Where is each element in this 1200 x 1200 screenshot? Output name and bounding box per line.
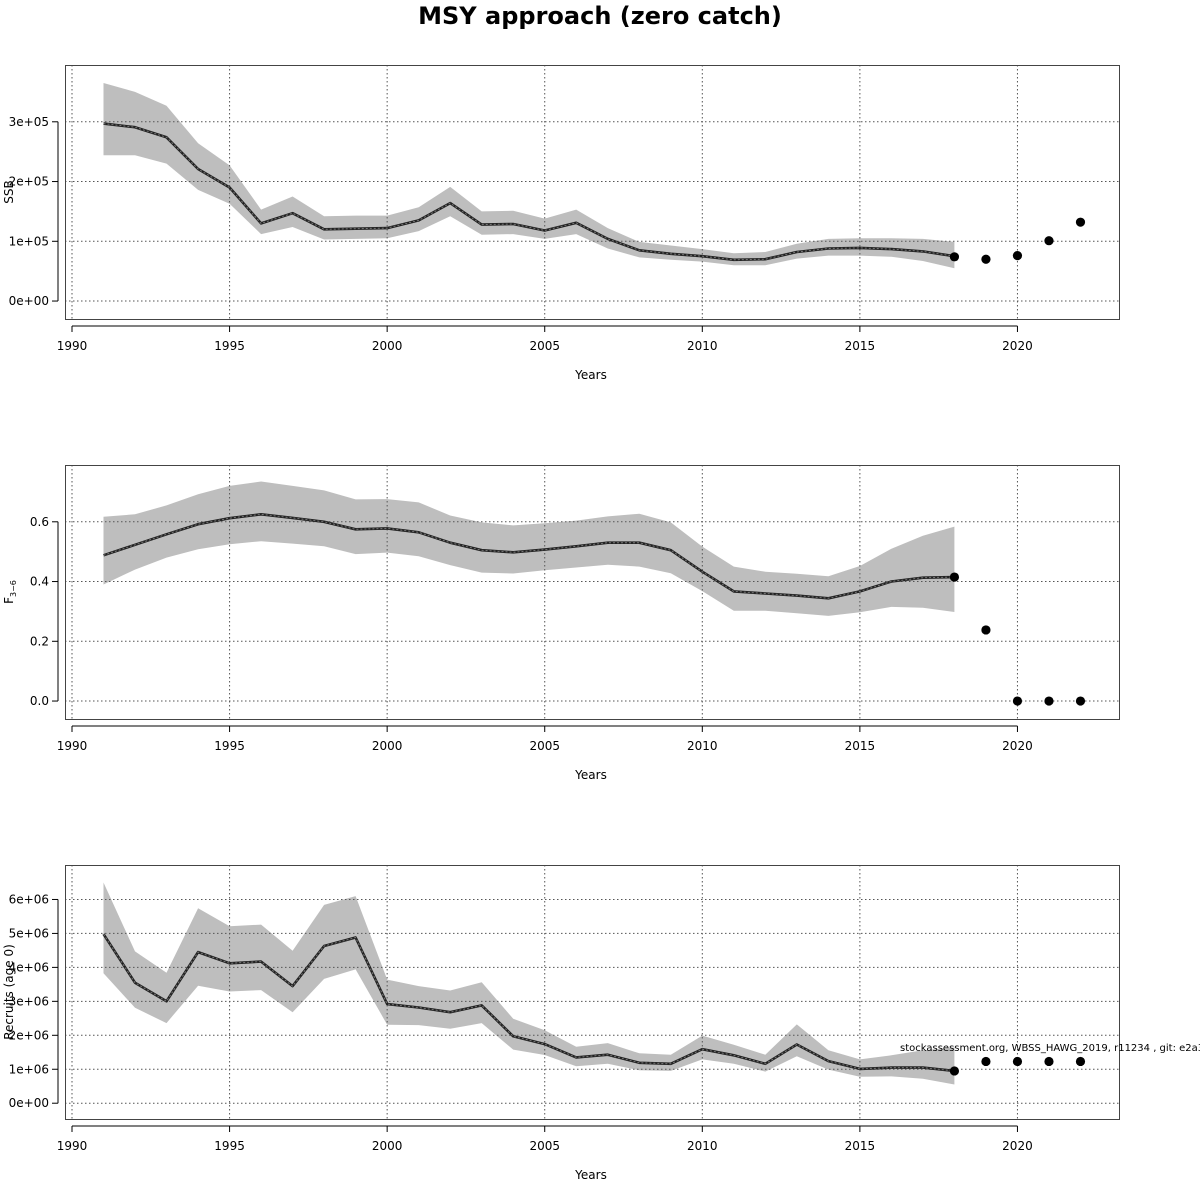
footnote-text: stockassessment.org, WBSS_HAWG_2019, r11… [900, 1043, 1200, 1054]
ssb-y-axis-title: SSB [2, 180, 16, 203]
recruits-x-tick-label: 2020 [1002, 1139, 1033, 1153]
recruits-x-axis-title: Years [574, 1168, 607, 1182]
ssb-x-tick-label: 2020 [1002, 339, 1033, 353]
ssb-x-tick-label: 2000 [372, 339, 403, 353]
fbar-y-axis-title: F3−6 [2, 580, 18, 604]
recruits-y-tick-label: 0e+00 [9, 1096, 49, 1110]
fbar-y-tick-label: 0.2 [30, 634, 49, 648]
fbar-y-tick-label: 0.4 [30, 575, 49, 589]
fbar-x-tick-label: 1990 [57, 739, 88, 753]
fbar-y-axis-title-subscript: 3−6 [9, 580, 18, 597]
recruits-y-tick-label: 2e+06 [9, 1028, 49, 1042]
ssb-forecast-point [1012, 251, 1023, 261]
ssb-x-tick-label: 2010 [687, 339, 718, 353]
recruits-y-tick-label: 6e+06 [9, 892, 49, 906]
ssb-y-tick-label: 2e+05 [9, 175, 49, 189]
fbar-x-tick-label: 2000 [372, 739, 403, 753]
ssb-y-tick-label: 0e+00 [9, 294, 49, 308]
ssb-confidence-band [103, 83, 955, 269]
fbar-x-tick-label: 1995 [214, 739, 245, 753]
recruits-y-tick-label: 4e+06 [9, 960, 49, 974]
ssb-estimate-line-dotted [103, 123, 955, 261]
recruits-x-tick-label: 1995 [214, 1139, 245, 1153]
ssb-x-tick-label: 2015 [845, 339, 876, 353]
recruits-x-tick-label: 2005 [529, 1139, 560, 1153]
recruits-plot-frame [65, 865, 1120, 1120]
chart-title: MSY approach (zero catch) [418, 2, 782, 30]
fbar-x-tick-label: 2010 [687, 739, 718, 753]
fbar-y-tick-label: 0.6 [30, 515, 49, 529]
fbar-x-axis-title: Years [574, 768, 607, 782]
recruits-confidence-band [103, 882, 955, 1085]
ssb-forecast-point [949, 252, 960, 262]
ssb-forecast-point [1044, 236, 1054, 246]
fbar-y-tick-label: 0.0 [30, 694, 49, 708]
fbar-x-tick-label: 2015 [845, 739, 876, 753]
recruits-y-axis-title: Recruits (age 0) [2, 944, 16, 1040]
fbar-confidence-band [103, 481, 955, 616]
recruits-panel: 1990 1995 2000 2005 2010 2015 2020 Years 0e+00 1e… [2, 865, 1120, 1182]
recruits-y-tick-label: 5e+06 [9, 926, 49, 940]
ssb-x-tick-label: 2005 [529, 339, 560, 353]
fbar-plot-frame [65, 465, 1120, 720]
recruits-x-tick-label: 1990 [57, 1139, 88, 1153]
ssb-panel: 1990 1995 2000 2005 2010 2015 2020 Years 0e+00 1e… [2, 65, 1120, 382]
ssb-x-axis-title: Years [574, 368, 607, 382]
ssb-forecast-point [981, 254, 991, 264]
recruits-y-tick-label: 3e+06 [9, 994, 49, 1008]
fbar-forecast-point [1044, 696, 1054, 706]
ssb-x-tick-label: 1990 [57, 339, 88, 353]
recruits-forecast-point [981, 1056, 991, 1067]
recruits-forecast-point [1075, 1056, 1086, 1067]
recruits-x-tick-label: 2015 [845, 1139, 876, 1153]
recruits-forecast-point [1012, 1056, 1023, 1067]
recruits-x-tick-label: 2010 [687, 1139, 718, 1153]
fbar-forecast-point [1075, 696, 1086, 706]
ssb-forecast-point [1075, 217, 1086, 227]
recruits-forecast-point [949, 1066, 960, 1076]
ssb-plot-frame [65, 65, 1120, 320]
recruits-y-tick-label: 1e+06 [9, 1062, 49, 1076]
fbar-forecast-point [949, 572, 960, 582]
recruits-estimate-line [102, 933, 955, 1073]
ssb-y-tick-label: 3e+05 [9, 115, 49, 129]
ssb-x-tick-label: 1995 [214, 339, 245, 353]
fbar-x-tick-label: 2005 [529, 739, 560, 753]
fbar-estimate-line-dotted [103, 513, 955, 599]
recruits-forecast-point [1044, 1056, 1054, 1067]
recruits-x-tick-label: 2000 [372, 1139, 403, 1153]
fbar-panel: 1990 1995 2000 2005 2010 2015 2020 Years 0.0 0.2 0… [2, 465, 1120, 782]
ssb-y-tick-label: 1e+05 [9, 234, 49, 248]
fbar-forecast-point [1012, 696, 1023, 706]
fbar-forecast-point [981, 625, 991, 635]
fbar-x-tick-label: 2020 [1002, 739, 1033, 753]
